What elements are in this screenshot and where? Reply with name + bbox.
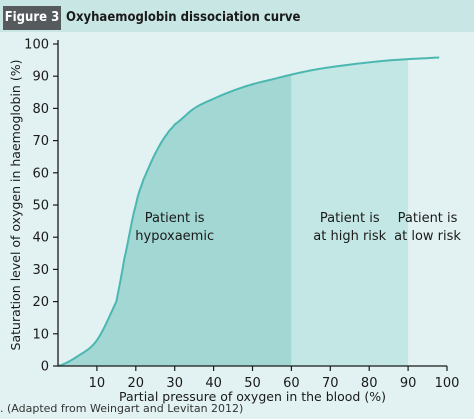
y-axis-title: Saturation level of oxygen in haemoglobi… [8, 60, 23, 351]
y-tick-label-70: 70 [32, 134, 49, 149]
x-tick-label-70: 70 [322, 376, 339, 391]
region-label-0-line-1: hypoxaemic [135, 229, 214, 244]
x-tick-label-30: 30 [166, 376, 183, 391]
x-tick-label-80: 80 [361, 376, 378, 391]
source-note: . (Adapted from Weingart and Levitan 201… [0, 402, 244, 415]
region-area-1 [291, 59, 409, 366]
y-tick-label-20: 20 [32, 295, 49, 310]
y-tick-label-100: 100 [24, 38, 49, 53]
y-tick-label-60: 60 [32, 166, 49, 181]
region-label-1-line-0: Patient is [320, 211, 380, 226]
figure-title: Oxyhaemoglobin dissociation curve [66, 10, 301, 25]
region-area-0 [58, 74, 292, 366]
x-axis-title: Partial pressure of oxygen in the blood … [119, 389, 386, 404]
region-label-0-line-0: Patient is [145, 211, 205, 226]
dissociation-curve [57, 56, 440, 367]
x-tick-label-20: 20 [128, 376, 145, 391]
y-tick-label-30: 30 [32, 263, 49, 278]
x-tick-label-50: 50 [244, 376, 261, 391]
y-tick-label-50: 50 [32, 199, 49, 214]
y-tick-label-40: 40 [32, 231, 49, 246]
x-tick-label-90: 90 [400, 376, 417, 391]
region-label-1-line-1: at high risk [313, 229, 386, 244]
y-tick-label-10: 10 [32, 327, 49, 342]
x-tick-label-60: 60 [283, 376, 300, 391]
x-tick-label-40: 40 [205, 376, 222, 391]
y-tick-label-90: 90 [32, 70, 49, 85]
figure-label: Figure 3 [3, 6, 61, 30]
y-tick-label-0: 0 [41, 360, 49, 375]
figure-header [0, 0, 474, 32]
x-tick-label-10: 10 [89, 376, 106, 391]
y-tick-label-80: 80 [32, 102, 49, 117]
region-label-2-line-1: at low risk [394, 229, 461, 244]
x-tick-label-100: 100 [435, 376, 460, 391]
region-label-2-line-0: Patient is [398, 211, 458, 226]
